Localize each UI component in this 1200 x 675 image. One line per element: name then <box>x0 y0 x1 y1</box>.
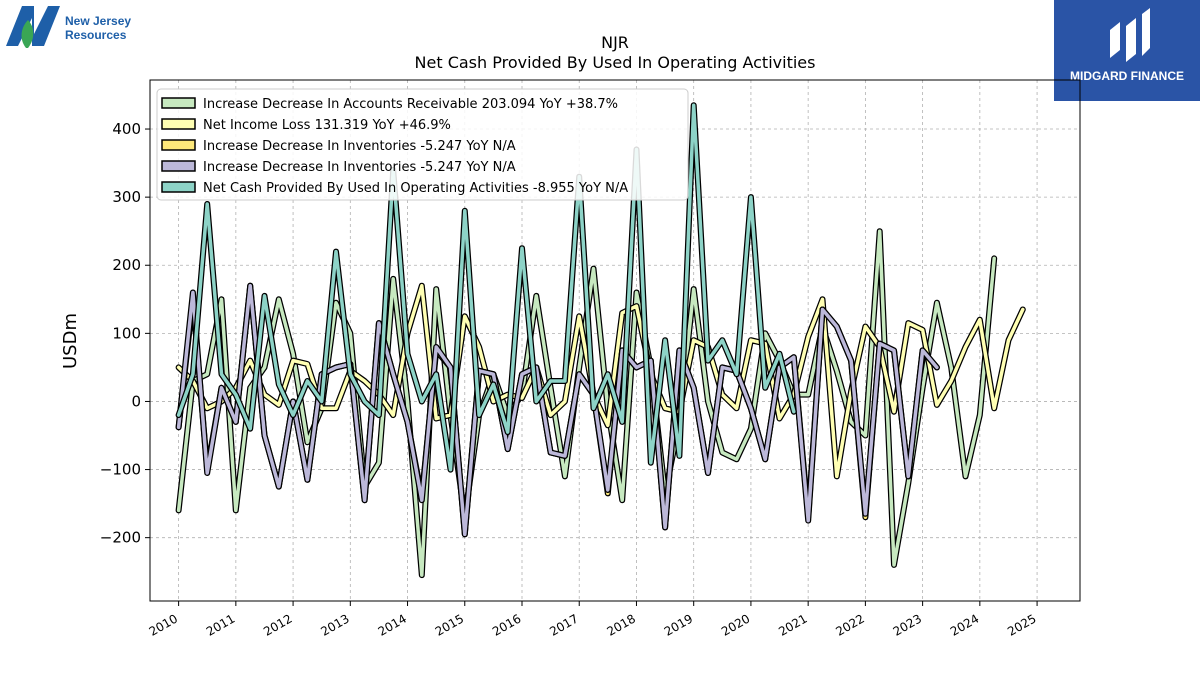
legend-box <box>156 88 689 201</box>
x-tick-label: 2018 <box>605 611 638 638</box>
series-line-stroke <box>176 283 939 537</box>
y-tick-label: 200 <box>112 256 141 274</box>
series-line <box>175 102 797 473</box>
legend-label: Increase Decrease In Accounts Receivable… <box>203 97 618 112</box>
leaf-icon <box>21 20 34 48</box>
legend-swatch <box>161 118 196 130</box>
x-tick-label: 2022 <box>833 611 866 638</box>
y-tick-label: −100 <box>100 461 141 479</box>
company-logo-line1: New Jersey <box>65 14 131 28</box>
x-tick-label: 2021 <box>776 611 809 638</box>
chart-subtitle: Net Cash Provided By Used In Operating A… <box>415 53 816 72</box>
series-group <box>175 102 1026 579</box>
y-axis-label: USDm <box>60 313 81 369</box>
x-tick-label: 2016 <box>490 611 523 638</box>
legend-swatch <box>161 139 196 151</box>
series-line-stroke <box>176 103 796 472</box>
plot-frame <box>149 79 1081 602</box>
x-tick-label: 2020 <box>719 611 752 638</box>
x-tick-label: 2014 <box>376 611 409 638</box>
company-logo-mark <box>6 6 60 46</box>
x-tick-label: 2019 <box>662 611 695 638</box>
watermark-mark: MIDGARD FINANCE <box>1070 8 1184 83</box>
x-tick-label: 2013 <box>318 611 351 638</box>
x-tick-label: 2017 <box>547 611 580 638</box>
legend-swatch <box>161 181 196 193</box>
y-tick-label: −200 <box>100 529 141 547</box>
x-axis: 2010 2011 2012 2013 2014 2015 2016 2017 2018 2019… <box>147 601 1039 639</box>
x-tick-label: 2015 <box>433 611 466 638</box>
y-tick-label: 100 <box>112 324 141 342</box>
y-tick-label: 300 <box>112 188 141 206</box>
legend-label: Increase Decrease In Inventories -5.247 … <box>203 160 516 175</box>
legend-label: Increase Decrease In Inventories -5.247 … <box>203 139 516 154</box>
legend: Increase Decrease In Accounts Receivable… <box>156 88 689 201</box>
legend-swatch <box>161 160 196 172</box>
legend-swatch <box>161 97 196 109</box>
midgard-emblem-icon <box>1110 8 1150 62</box>
watermark-text: MIDGARD FINANCE <box>1070 69 1184 83</box>
y-tick-label: 0 <box>131 392 141 410</box>
x-tick-label: 2024 <box>948 611 981 638</box>
y-axis: −200 −100 0 100 200 300 400 <box>100 120 150 547</box>
legend-label: Net Income Loss 131.319 YoY +46.9% <box>203 118 451 133</box>
watermark-logo: MIDGARD FINANCE <box>1054 0 1200 101</box>
y-tick-label: 400 <box>112 120 141 138</box>
x-tick-label: 2011 <box>204 611 237 638</box>
company-logo-line2: Resources <box>65 28 127 42</box>
legend-label: Net Cash Provided By Used In Operating A… <box>203 181 628 196</box>
company-logo: New Jersey Resources <box>6 6 131 48</box>
x-tick-label: 2010 <box>147 611 180 638</box>
x-tick-label: 2023 <box>891 611 924 638</box>
x-tick-label: 2025 <box>1005 611 1038 638</box>
x-tick-label: 2012 <box>261 611 294 638</box>
series-line <box>175 282 940 538</box>
chart-title: NJR <box>601 33 629 52</box>
